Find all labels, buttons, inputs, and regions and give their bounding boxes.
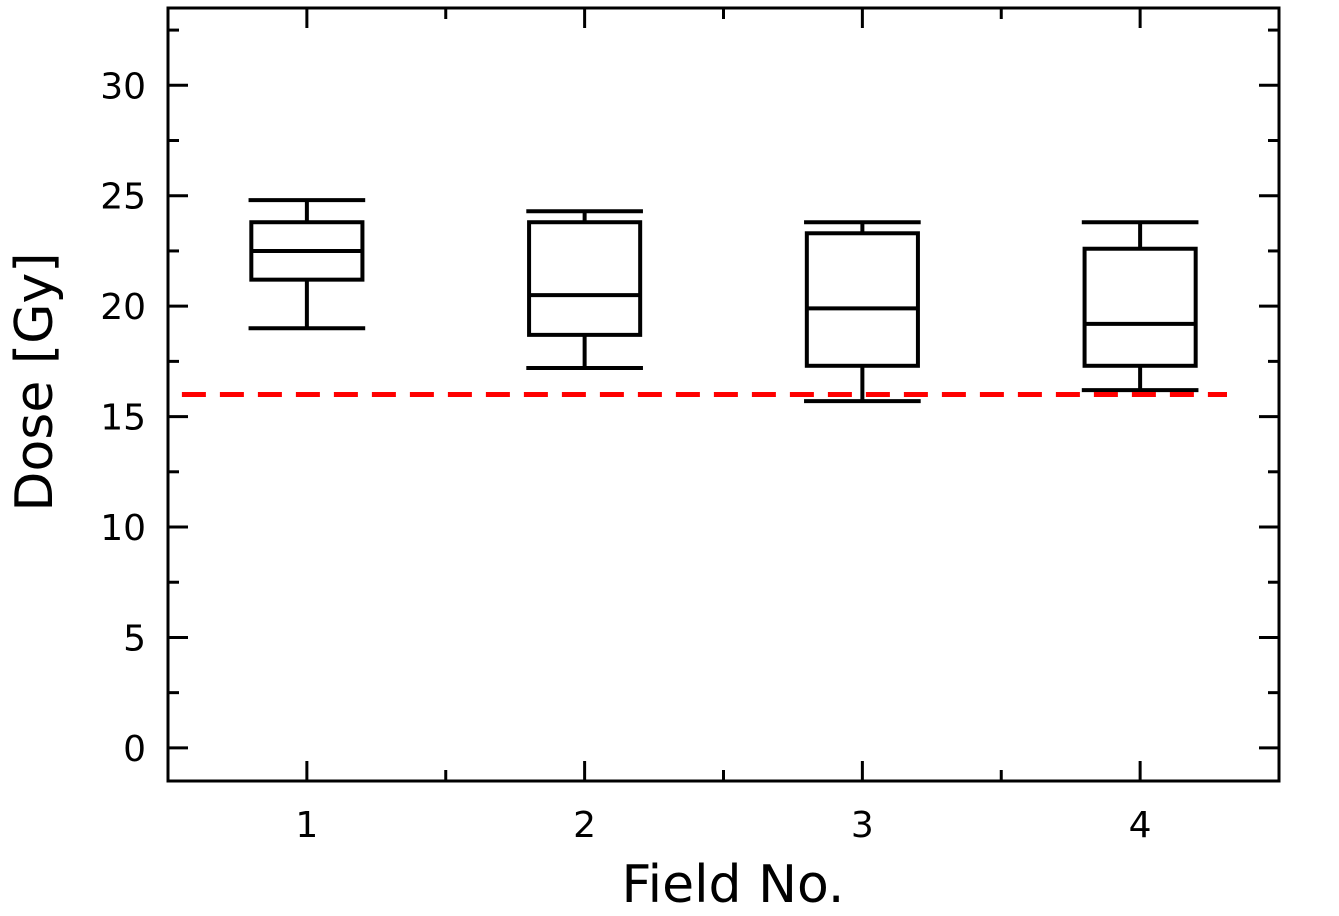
- interquartile-box: [1082, 246, 1198, 368]
- x-axis-title: Field No.: [622, 855, 845, 915]
- interquartile-box: [527, 220, 643, 337]
- y-tick-label: 20: [100, 287, 146, 328]
- interquartile-box: [804, 231, 920, 368]
- y-tick-label: 15: [100, 398, 146, 439]
- box-field-2: [526, 209, 643, 370]
- x-axis: 1 2 3 4: [166, 8, 1281, 846]
- x-tick-label: 3: [851, 805, 874, 846]
- y-axis-title: Dose [Gy]: [5, 252, 65, 511]
- box-field-1: [248, 198, 366, 331]
- boxes-layer: [248, 198, 1199, 404]
- x-tick-label: 1: [295, 805, 318, 846]
- y-tick-label: 0: [123, 729, 146, 770]
- y-tick-label: 30: [100, 66, 146, 107]
- x-tick-label: 4: [1129, 805, 1152, 846]
- box-field-4: [1081, 220, 1199, 393]
- y-axis: 0 5 10 15 20 25 30: [100, 28, 1279, 770]
- y-tick-label: 25: [100, 177, 146, 218]
- box-field-3: [804, 220, 921, 404]
- y-tick-label: 10: [100, 508, 146, 549]
- x-tick-label: 2: [573, 805, 596, 846]
- y-tick-label: 5: [123, 618, 146, 659]
